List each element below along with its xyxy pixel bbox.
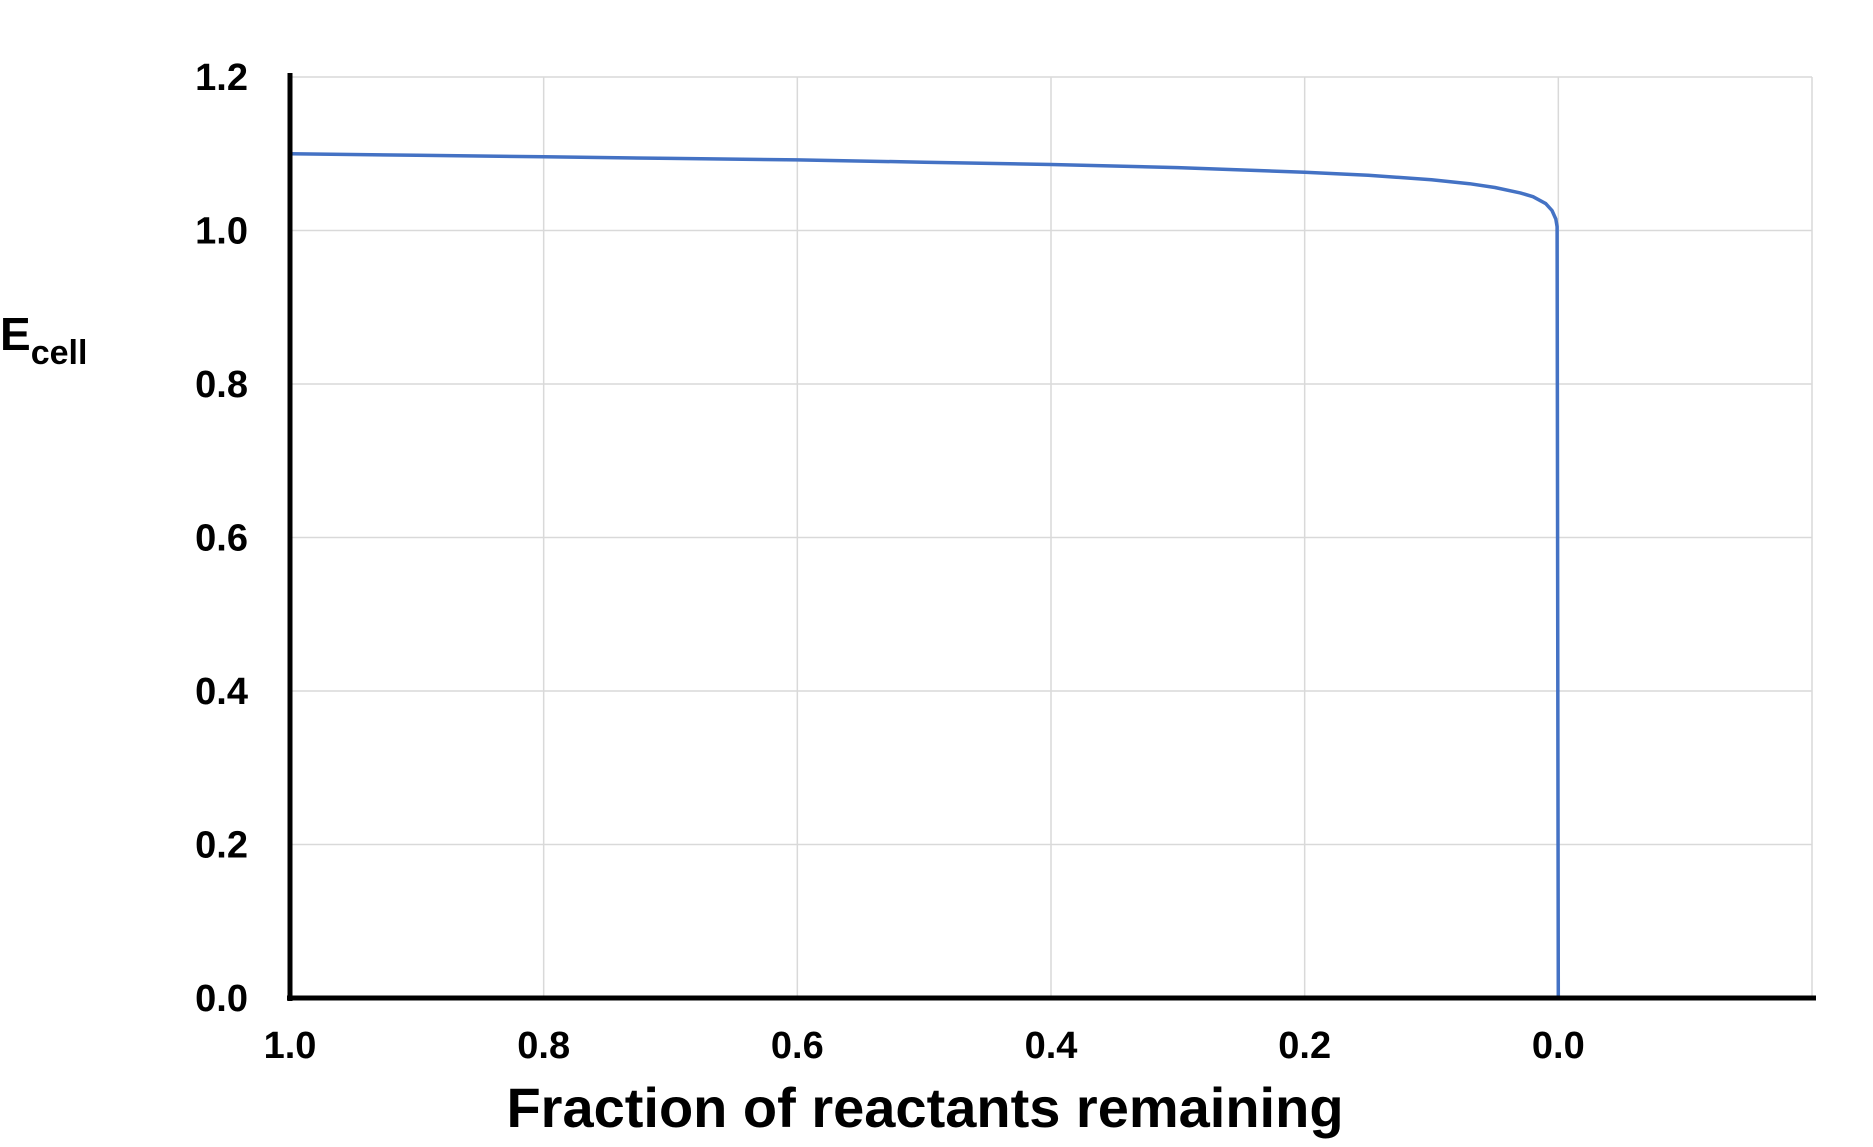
y-tick-label: 0.0 xyxy=(195,978,248,1020)
y-axis-title-main: E xyxy=(0,308,31,360)
x-tick-label: 0.8 xyxy=(517,1025,570,1067)
y-tick-label: 0.8 xyxy=(195,364,248,406)
grid-lines xyxy=(290,76,1813,998)
series-layer xyxy=(289,151,1561,999)
x-axis-title: Fraction of reactants remaining xyxy=(506,1076,1343,1139)
tick-labels: 1.0 0.8 0.6 0.4 0.2 0.0 0.0 0.2 0.4 0.6 0.8 1.0 1.2 xyxy=(195,57,1585,1067)
y-tick-label: 0.6 xyxy=(195,518,248,560)
x-tick-label: 0.6 xyxy=(771,1025,824,1067)
series-line xyxy=(289,151,1561,999)
axes xyxy=(287,73,1816,1001)
x-tick-label: 0.4 xyxy=(1025,1025,1078,1067)
y-tick-label: 1.0 xyxy=(195,211,248,253)
y-axis-title-sub: cell xyxy=(31,334,88,372)
x-tick-label: 0.2 xyxy=(1278,1025,1331,1067)
y-tick-label: 0.2 xyxy=(195,825,248,867)
y-tick-label: 1.2 xyxy=(195,57,248,99)
y-axis-title: Ecell xyxy=(0,308,87,372)
y-tick-label: 0.4 xyxy=(195,671,248,713)
x-tick-label: 0.0 xyxy=(1532,1025,1585,1067)
x-tick-label: 1.0 xyxy=(264,1025,317,1067)
